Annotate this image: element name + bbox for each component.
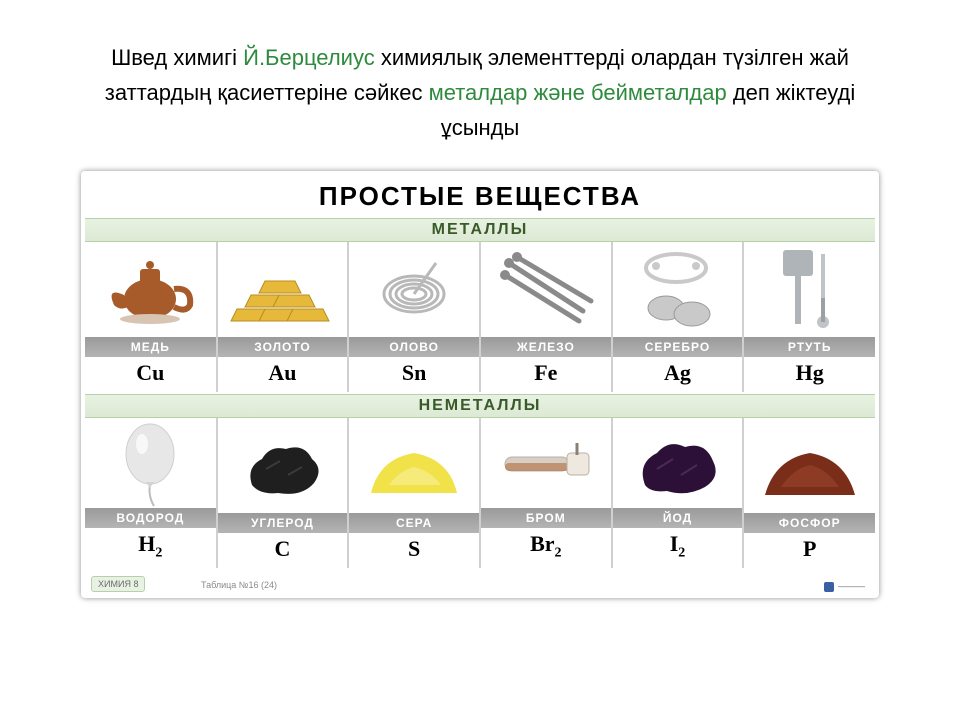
metal-symbol-3: Fe (481, 357, 611, 392)
metal-name-0: МЕДЬ (85, 337, 216, 357)
metal-cell-0: МЕДЬCu (85, 242, 217, 392)
coal-icon (218, 418, 348, 513)
sulfur-icon (349, 418, 479, 513)
headline: Швед химигі Й.Берцелиус химиялық элемент… (80, 40, 880, 146)
section-metals-band: МЕТАЛЛЫ (85, 218, 875, 242)
footer-tag: ХИМИЯ 8 (91, 576, 145, 592)
nonmetal-cell-0: ВОДОРОДH2 (85, 418, 217, 568)
thermometer-icon (744, 242, 875, 337)
metal-cell-3: ЖЕЛЕЗОFe (480, 242, 612, 392)
metal-symbol-5: Hg (744, 357, 875, 392)
metal-name-1: ЗОЛОТО (218, 337, 348, 357)
teapot-icon (85, 242, 216, 337)
metal-symbol-4: Ag (613, 357, 743, 392)
redpowder-icon (744, 418, 875, 513)
metal-name-5: РТУТЬ (744, 337, 875, 357)
nonmetal-name-0: ВОДОРОД (85, 508, 216, 528)
metal-cell-5: РТУТЬHg (743, 242, 875, 392)
metal-cell-4: СЕРЕБРОAg (612, 242, 744, 392)
page: Швед химигі Й.Берцелиус химиялық элемент… (0, 0, 960, 720)
metal-name-3: ЖЕЛЕЗО (481, 337, 611, 357)
nonmetal-cell-4: ЙОДI2 (612, 418, 744, 568)
silvercoins-icon (613, 242, 743, 337)
nonmetal-symbol-1: C (218, 533, 348, 568)
nonmetal-name-3: БРОМ (481, 508, 611, 528)
nonmetal-name-2: СЕРА (349, 513, 479, 533)
metal-name-2: ОЛОВО (349, 337, 479, 357)
footer-right: ——— (824, 581, 865, 592)
metal-symbol-1: Au (218, 357, 348, 392)
headline-part1: Швед химигі (111, 45, 243, 70)
metal-cell-2: ОЛОВОSn (348, 242, 480, 392)
nonmetal-symbol-3: Br2 (481, 528, 611, 567)
ampoule-icon (481, 418, 611, 509)
row-nonmetals: ВОДОРОДH2 УГЛЕРОДC СЕРАS БРОМBr2 ЙОДI2 Ф… (85, 418, 875, 568)
nonmetal-name-1: УГЛЕРОД (218, 513, 348, 533)
section-nonmetals-band: НЕМЕТАЛЛЫ (85, 394, 875, 418)
goldbars-icon (218, 242, 348, 337)
balloon-icon (85, 418, 216, 509)
poster: ПРОСТЫЕ ВЕЩЕСТВА МЕТАЛЛЫ МЕДЬCu ЗОЛОТОAu (81, 171, 879, 598)
headline-green: металдар және бейметалдар (429, 80, 727, 105)
row-metals: МЕДЬCu ЗОЛОТОAu ОЛОВОSn (85, 242, 875, 392)
poster-title: ПРОСТЫЕ ВЕЩЕСТВА (85, 175, 875, 218)
nonmetal-cell-3: БРОМBr2 (480, 418, 612, 568)
nonmetal-name-5: ФОСФОР (744, 513, 875, 533)
wirecoil-icon (349, 242, 479, 337)
nails-icon (481, 242, 611, 337)
nonmetal-cell-2: СЕРАS (348, 418, 480, 568)
nonmetal-cell-1: УГЛЕРОДC (217, 418, 349, 568)
nonmetal-cell-5: ФОСФОРP (743, 418, 875, 568)
footer-mid: Таблица №16 (24) (201, 580, 277, 590)
headline-name: Й.Берцелиус (243, 45, 375, 70)
iodine-icon (613, 418, 743, 509)
metal-symbol-0: Cu (85, 357, 216, 392)
nonmetal-symbol-2: S (349, 533, 479, 568)
nonmetal-symbol-5: P (744, 533, 875, 568)
metal-name-4: СЕРЕБРО (613, 337, 743, 357)
nonmetal-symbol-0: H2 (85, 528, 216, 567)
metal-cell-1: ЗОЛОТОAu (217, 242, 349, 392)
metal-symbol-2: Sn (349, 357, 479, 392)
nonmetal-name-4: ЙОД (613, 508, 743, 528)
nonmetal-symbol-4: I2 (613, 528, 743, 567)
